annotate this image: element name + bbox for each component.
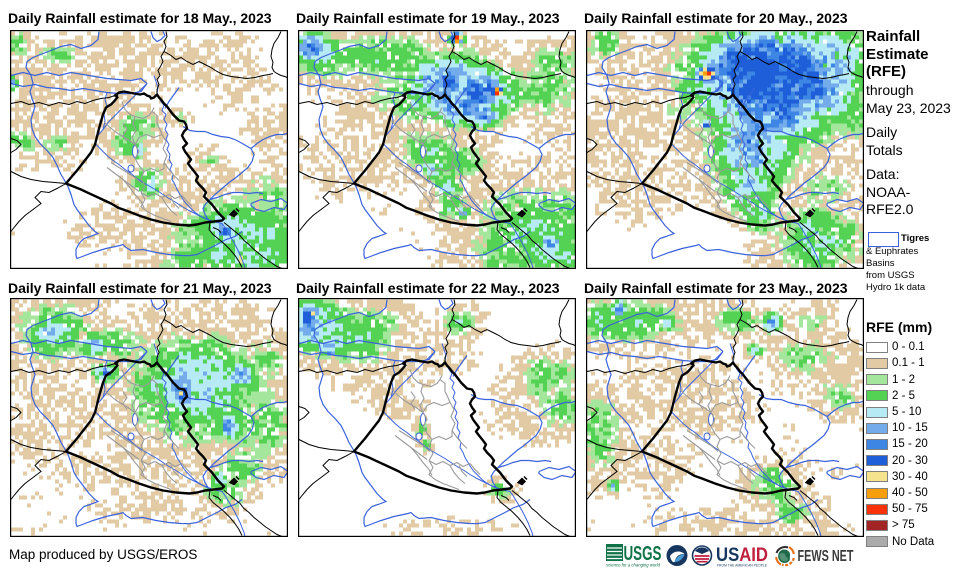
svg-text:science for a changing world: science for a changing world xyxy=(606,563,660,569)
svg-text:FEWS NET: FEWS NET xyxy=(798,548,854,565)
svg-text:USGS: USGS xyxy=(624,543,662,565)
svg-text:FROM THE AMERICAN PEOPLE: FROM THE AMERICAN PEOPLE xyxy=(717,563,767,568)
svg-text:USAID: USAID xyxy=(716,544,768,566)
